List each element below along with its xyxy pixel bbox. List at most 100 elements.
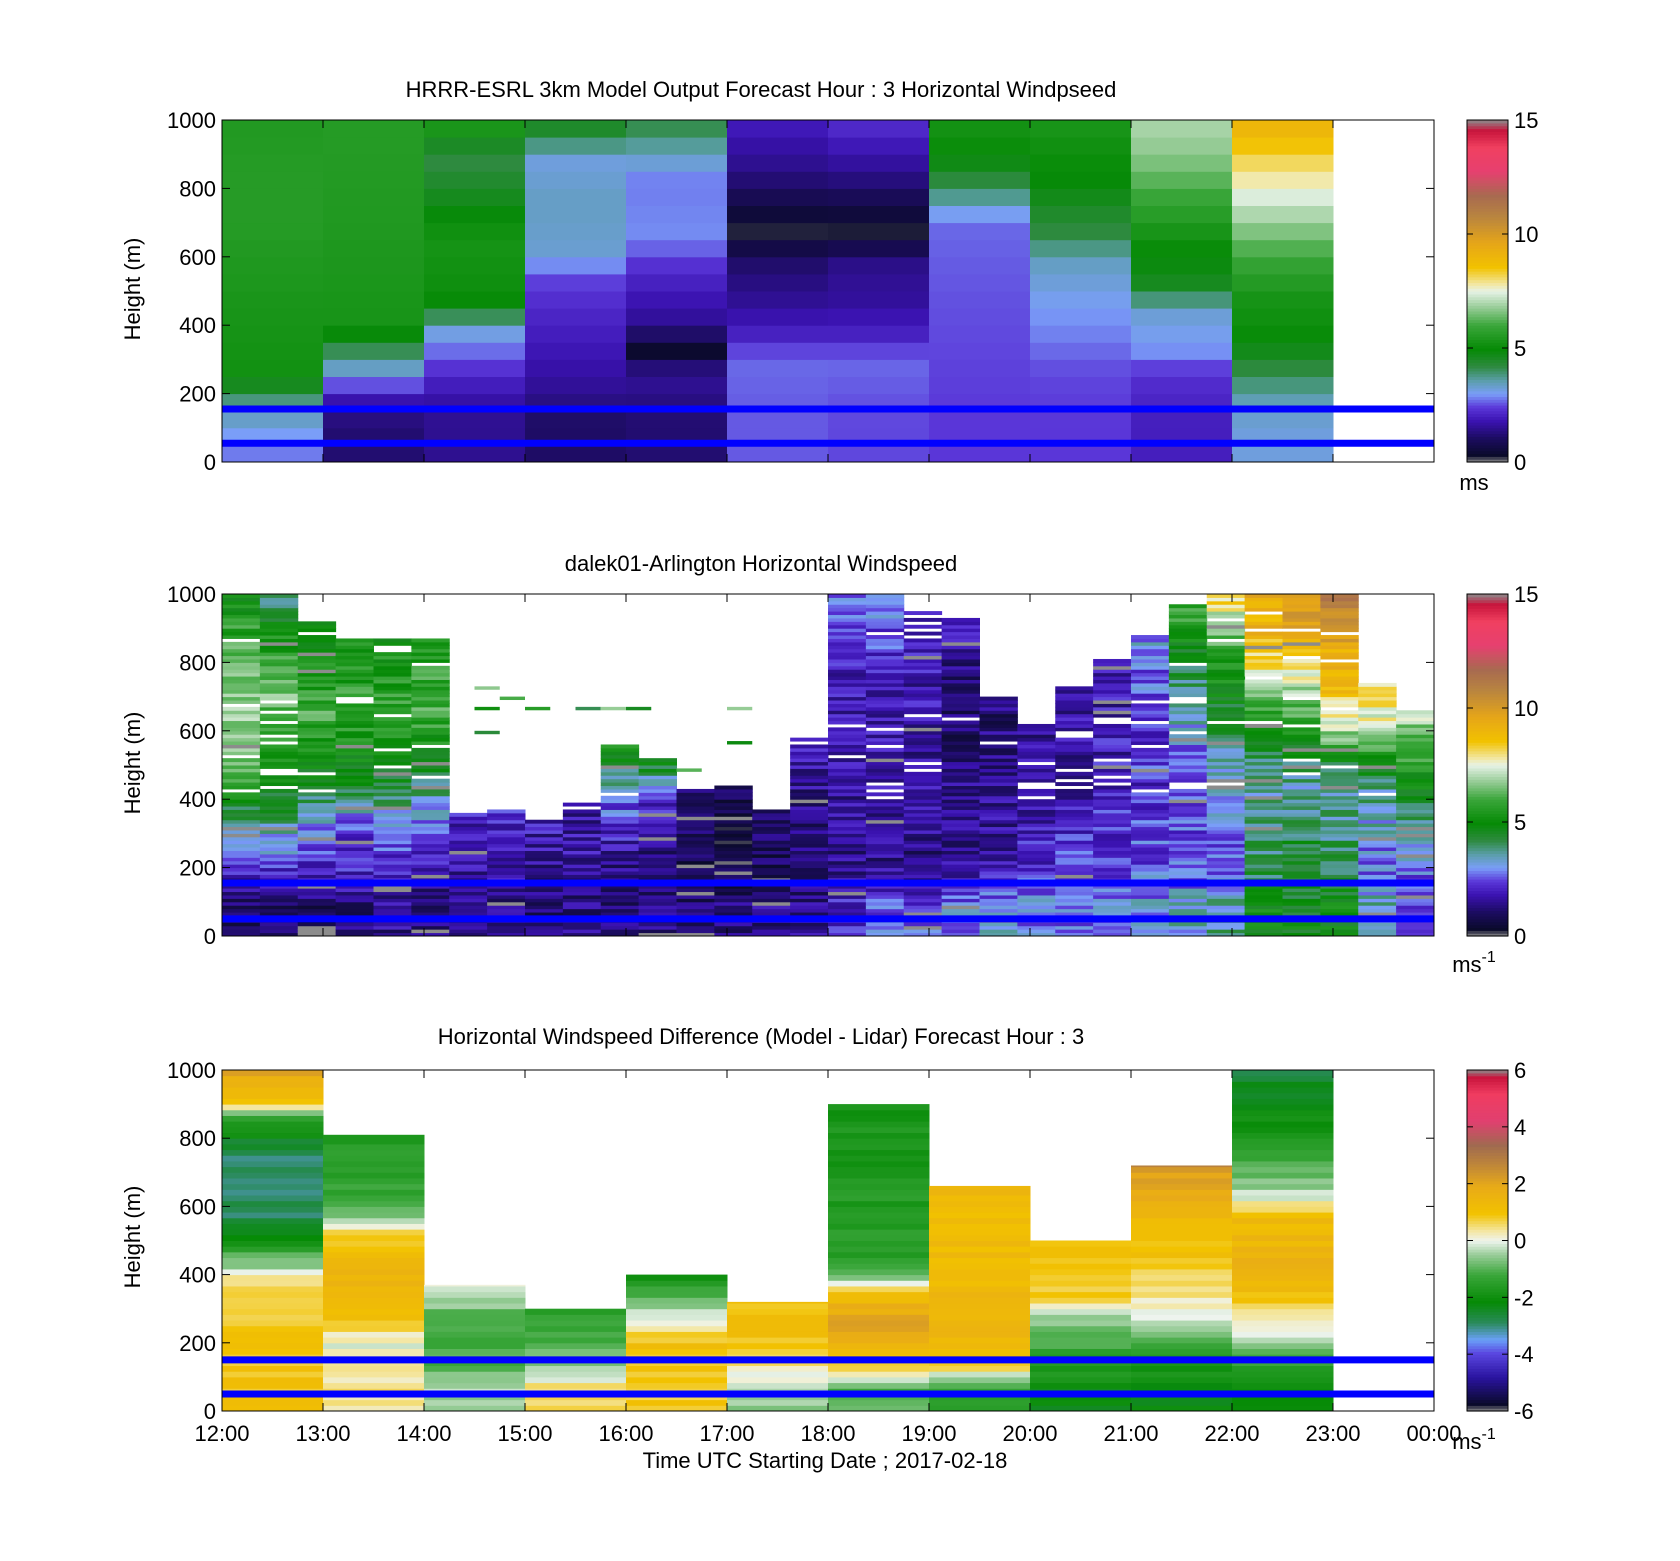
- heatmap-cell: [335, 785, 374, 790]
- heatmap-cell: [1131, 860, 1170, 865]
- colorbar-segment: [1467, 396, 1508, 400]
- heatmap-cell: [259, 703, 299, 708]
- x-tick-label: 20:00: [1002, 1421, 1057, 1446]
- heatmap-cell: [626, 1405, 728, 1411]
- heatmap-cell: [1320, 638, 1359, 643]
- heatmap-cell: [1131, 1337, 1233, 1344]
- heatmap-cell: [323, 1325, 425, 1332]
- heatmap-cell: [259, 932, 299, 936]
- colorbar-segment: [1467, 921, 1508, 926]
- heatmap-cell: [1358, 682, 1397, 687]
- heatmap-cell: [1131, 1172, 1233, 1179]
- heatmap-cell: [929, 1314, 1031, 1321]
- colorbar-segment: [1467, 1126, 1508, 1131]
- heatmap-cell: [790, 799, 829, 804]
- heatmap-cell: [727, 1337, 829, 1344]
- heatmap-cell: [1131, 1229, 1233, 1236]
- heatmap-cell: [562, 819, 602, 824]
- heatmap-cell: [373, 874, 412, 879]
- heatmap-cell: [626, 410, 728, 429]
- heatmap-cell: [1131, 256, 1233, 275]
- y-tick-label: 1000: [167, 1058, 216, 1083]
- heatmap-cell: [323, 1200, 425, 1207]
- heatmap-cell: [297, 717, 337, 722]
- heatmap-cell: [449, 922, 488, 927]
- heatmap-cell: [222, 1320, 324, 1327]
- heatmap-cell: [600, 912, 640, 916]
- heatmap-cell: [1168, 829, 1208, 834]
- heatmap-cell: [323, 1172, 425, 1179]
- heatmap-cell: [1131, 672, 1170, 677]
- heatmap-cell: [297, 816, 337, 821]
- heatmap-cell: [1055, 850, 1094, 855]
- heatmap-cell: [411, 929, 450, 934]
- colorbar-tick-label: 0: [1514, 924, 1526, 949]
- heatmap-cell: [1244, 761, 1283, 766]
- heatmap-cell: [600, 884, 640, 889]
- colorbar-segment: [1467, 1348, 1508, 1352]
- heatmap-cell: [979, 874, 1018, 879]
- heatmap-cell: [1282, 645, 1321, 650]
- heatmap-cell: [600, 771, 640, 776]
- heatmap-cell: [259, 717, 299, 722]
- x-tick-label: 15:00: [497, 1421, 552, 1446]
- colorbar-segment: [1467, 1195, 1508, 1199]
- heatmap-cell: [525, 929, 564, 934]
- heatmap-cell: [1017, 741, 1056, 745]
- heatmap-cell: [1232, 205, 1334, 224]
- heatmap-cell: [1320, 669, 1359, 674]
- heatmap-cell: [752, 929, 791, 934]
- colorbar-segment: [1467, 1280, 1508, 1284]
- colorbar-segment: [1467, 736, 1508, 740]
- heatmap-cell: [1206, 768, 1246, 773]
- y-axis-label: Height (m): [120, 1186, 145, 1289]
- heatmap-cell: [1244, 665, 1283, 670]
- heatmap-cell: [1232, 1331, 1334, 1338]
- colorbar-segment: [1467, 413, 1508, 417]
- heatmap-cell: [1206, 775, 1246, 780]
- heatmap-cell: [1396, 864, 1434, 869]
- heatmap-cell: [676, 819, 715, 824]
- heatmap-cell: [600, 812, 640, 817]
- heatmap-cell: [562, 929, 602, 934]
- heatmap-cell: [828, 621, 867, 626]
- heatmap-cell: [424, 444, 526, 462]
- colorbar-segment: [1467, 1123, 1508, 1128]
- heatmap-cell: [941, 908, 980, 913]
- colorbar-segment: [1467, 1098, 1508, 1102]
- heatmap-cell: [222, 239, 324, 258]
- heatmap-cell: [297, 853, 337, 858]
- heatmap-cell: [638, 901, 677, 906]
- heatmap-cell: [790, 785, 829, 790]
- heatmap-cell: [903, 682, 943, 687]
- heatmap-cell: [714, 888, 753, 893]
- colorbar-segment: [1467, 679, 1508, 683]
- heatmap-cell: [1232, 1246, 1334, 1253]
- heatmap-cell: [525, 912, 564, 916]
- heatmap-cell: [828, 1251, 930, 1259]
- heatmap-cell: [259, 765, 299, 769]
- heatmap-cell: [1168, 703, 1208, 708]
- colorbar-segment: [1467, 656, 1508, 661]
- heatmap-cell: [1093, 898, 1132, 903]
- colorbar-segment: [1467, 1206, 1508, 1210]
- heatmap-cell: [487, 932, 526, 936]
- heatmap-cell: [525, 256, 627, 275]
- heatmap-cell: [411, 727, 450, 732]
- heatmap-cell: [1232, 1325, 1334, 1332]
- heatmap-cell: [828, 137, 930, 155]
- colorbar-segment: [1467, 291, 1508, 295]
- heatmap-cell: [1282, 689, 1321, 694]
- heatmap-cell: [297, 850, 337, 855]
- heatmap-cell: [323, 154, 425, 172]
- heatmap-cell: [1168, 901, 1208, 906]
- heatmap-cell: [411, 778, 450, 783]
- heatmap-cell: [903, 737, 943, 742]
- colorbar-segment: [1467, 179, 1508, 184]
- heatmap-cell: [941, 635, 980, 639]
- heatmap-cell: [1093, 686, 1132, 691]
- heatmap-cell: [335, 792, 374, 797]
- heatmap-cell: [411, 829, 450, 834]
- heatmap-cell: [828, 641, 867, 646]
- colorbar-segment: [1467, 1320, 1508, 1324]
